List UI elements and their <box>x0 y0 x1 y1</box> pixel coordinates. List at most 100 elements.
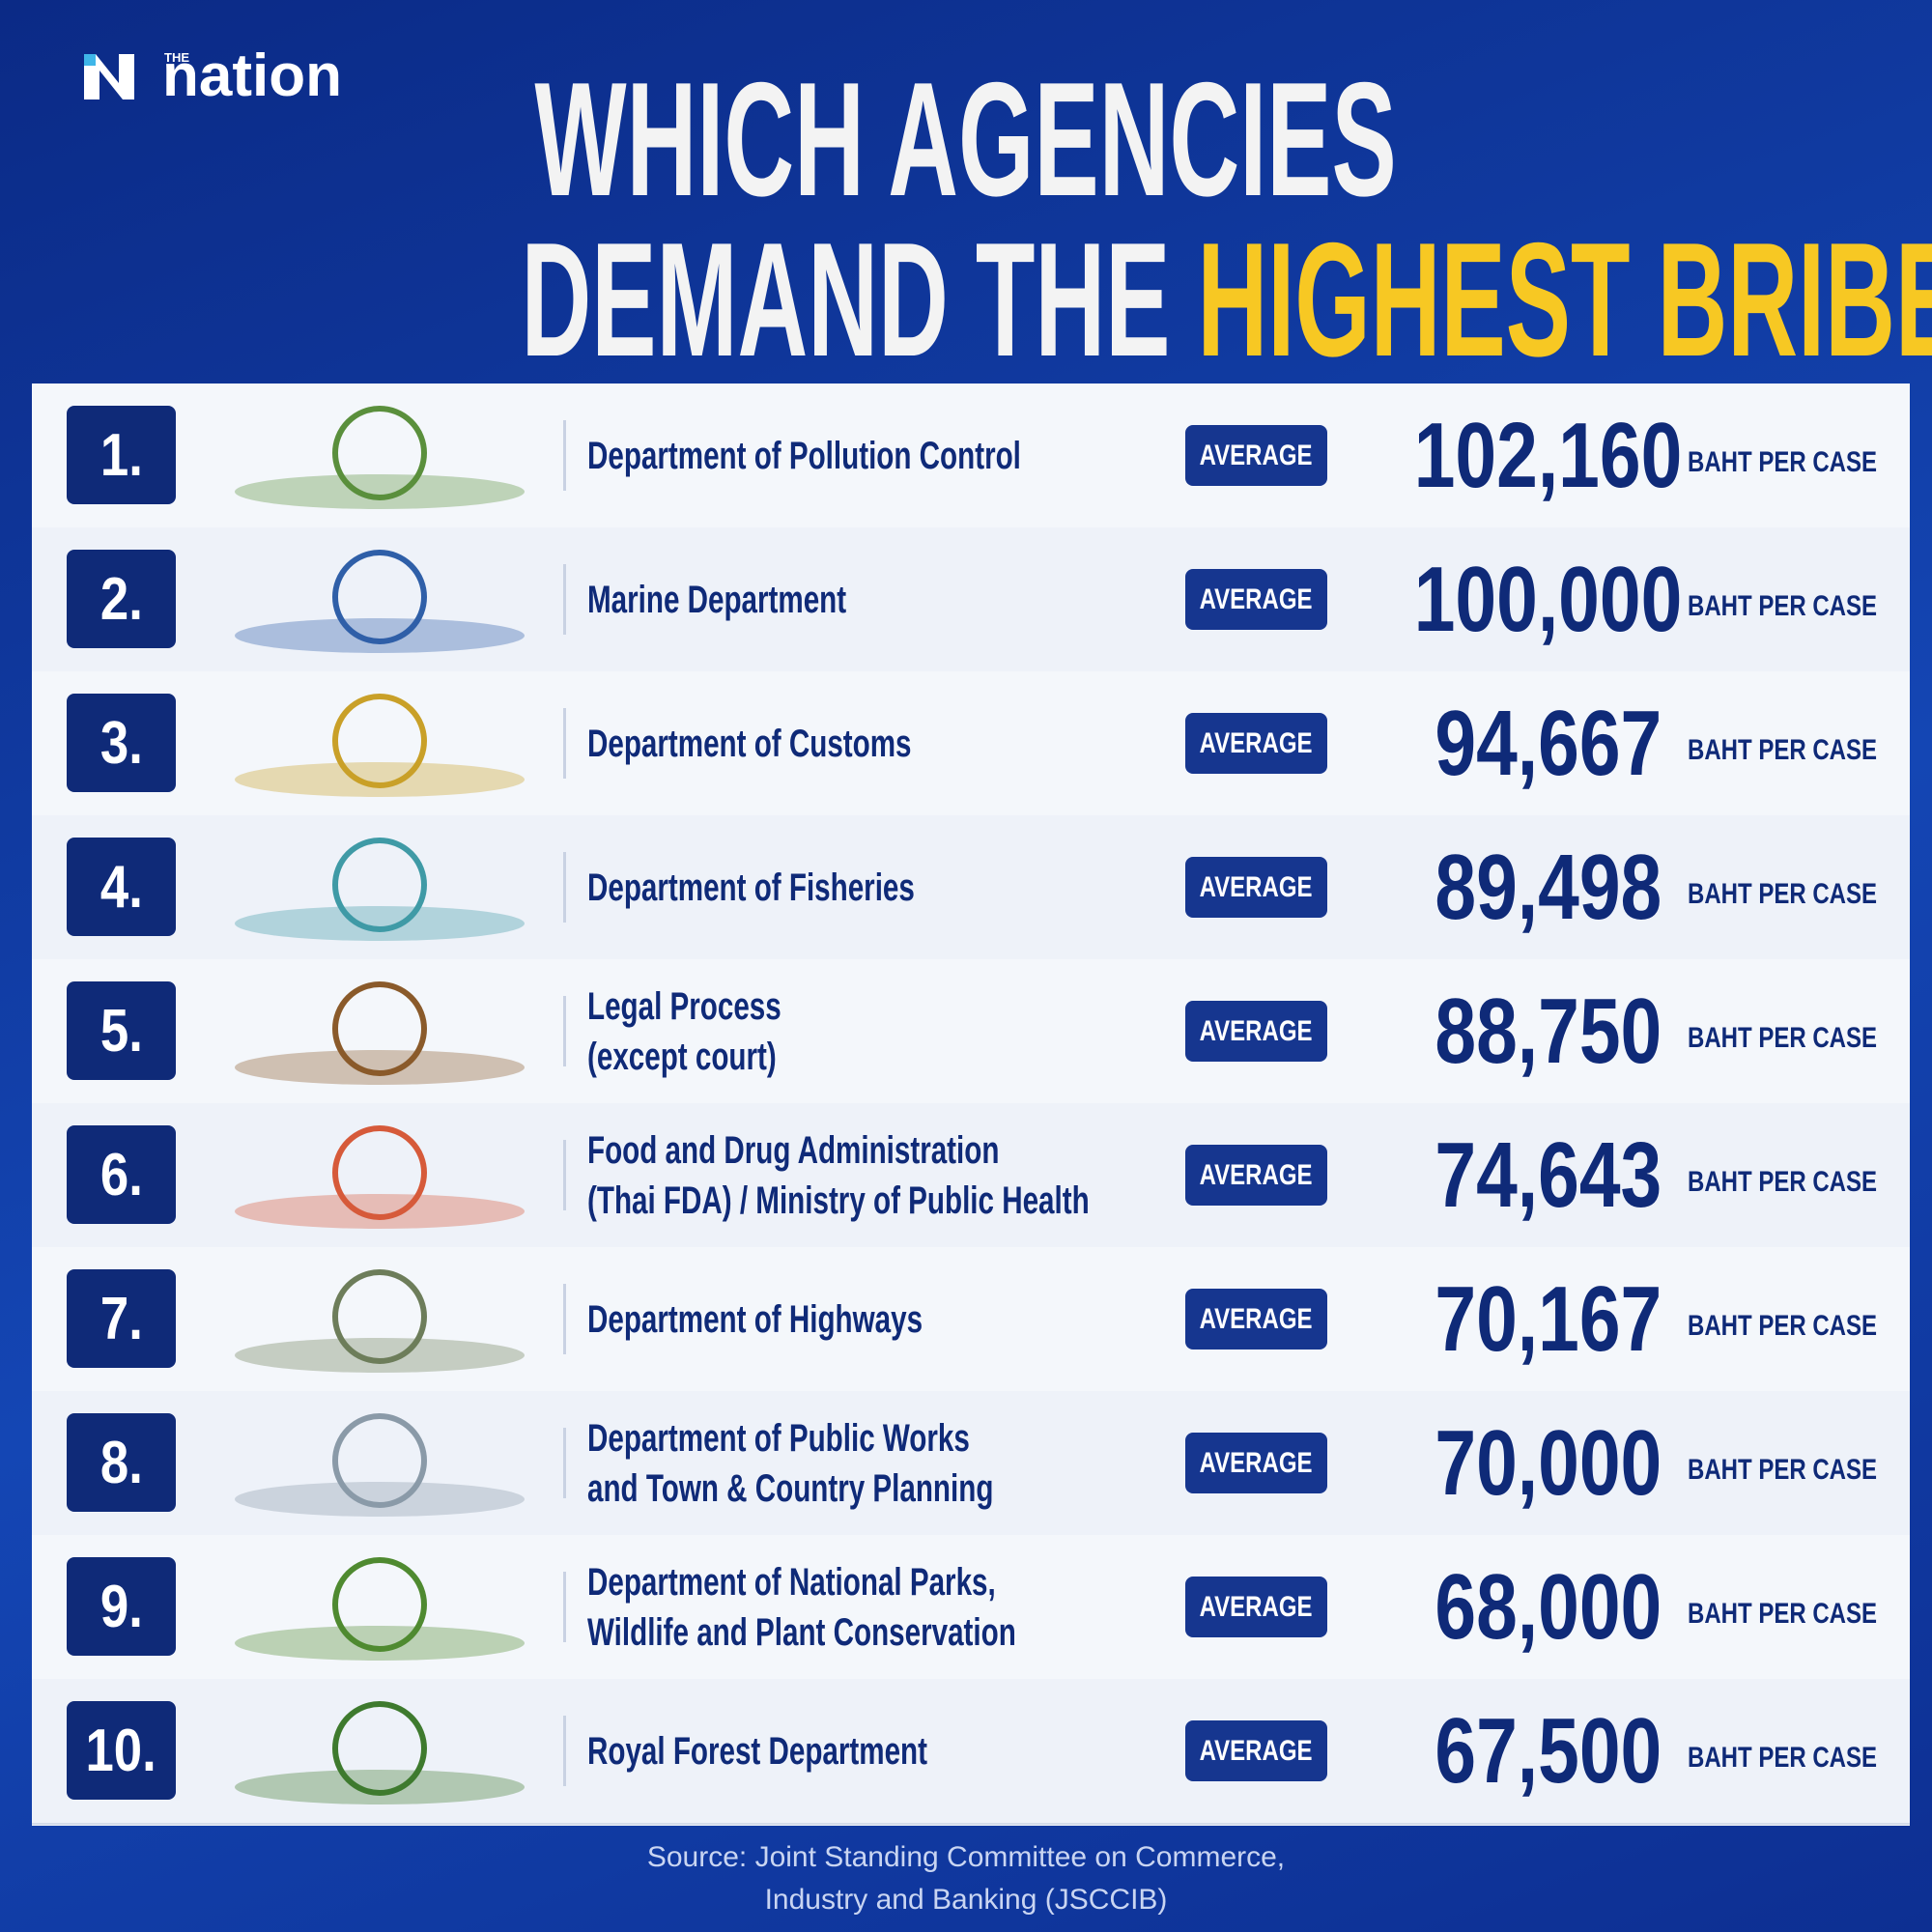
agency-name-line: Royal Forest Department <box>587 1726 1047 1776</box>
agency-name: Food and Drug Administration (Thai FDA) /… <box>587 1103 1265 1247</box>
illustration <box>235 1413 525 1517</box>
amount: 88,750 <box>1375 959 1722 1103</box>
agency-name-line: Wildlife and Plant Conservation <box>587 1607 1167 1658</box>
rank-badge-text: 5. <box>99 997 143 1065</box>
amount: 102,160 <box>1375 384 1722 527</box>
divider <box>563 708 566 779</box>
row: 9. Department of National Parks, Wildlife … <box>32 1535 1910 1681</box>
ground <box>235 762 525 797</box>
logo-main: nation <box>162 43 342 109</box>
illustration <box>235 694 525 797</box>
unit: BAHT PER CASE <box>1640 815 1877 959</box>
average-badge: AVERAGE <box>1185 1720 1327 1781</box>
ground <box>235 906 525 941</box>
illustration <box>235 1125 525 1229</box>
unit-text: BAHT PER CASE <box>1687 589 1877 622</box>
average-badge: AVERAGE <box>1185 1577 1327 1637</box>
agency-name-line-text: Marine Department <box>587 578 847 621</box>
rank-badge-text: 2. <box>99 565 143 633</box>
divider <box>563 420 566 491</box>
emblem <box>332 1269 427 1364</box>
amount-text: 100,000 <box>1414 547 1683 651</box>
rank-badge: 6. <box>67 1125 176 1224</box>
amount-text: 94,667 <box>1435 691 1662 795</box>
average-badge-text: AVERAGE <box>1200 870 1313 903</box>
row: 8. Department of Public Works and Town & C… <box>32 1391 1910 1537</box>
average-badge-text: AVERAGE <box>1200 1014 1313 1047</box>
rank-badge-text: 8. <box>99 1429 143 1496</box>
rank-badge: 9. <box>67 1557 176 1656</box>
agency-name-line-text: Department of Highways <box>587 1297 923 1341</box>
average-badge-text: AVERAGE <box>1200 1590 1313 1623</box>
average-badge: AVERAGE <box>1185 713 1327 774</box>
average-badge: AVERAGE <box>1185 857 1327 918</box>
row-illustration <box>215 683 544 809</box>
unit: BAHT PER CASE <box>1640 1391 1877 1535</box>
amount-text: 89,498 <box>1435 835 1662 939</box>
illustration <box>235 406 525 509</box>
rank-badge-text: 1. <box>99 421 143 489</box>
agency-name: Legal Process (except court) <box>587 959 849 1103</box>
logo-icon <box>84 54 134 99</box>
average-badge: AVERAGE <box>1185 1145 1327 1206</box>
unit-text: BAHT PER CASE <box>1687 1741 1877 1774</box>
title-highlight: HIGHEST BRIBES? <box>1197 209 1932 390</box>
unit: BAHT PER CASE <box>1640 1679 1877 1823</box>
agency-name-line-text: Department of Pollution Control <box>587 434 1021 477</box>
rank-badge-text: 9. <box>99 1573 143 1640</box>
title-line: WHICH AGENCIES <box>0 58 1932 220</box>
illustration <box>235 838 525 941</box>
emblem <box>332 838 427 932</box>
row: 3. Department of Customs AVERAGE 94,667 BAHT… <box>32 671 1910 817</box>
amount: 68,000 <box>1375 1535 1722 1679</box>
agency-name-line: Department of Customs <box>587 719 1025 769</box>
average-badge-text: AVERAGE <box>1200 439 1313 471</box>
illustration <box>235 1701 525 1804</box>
title-text: WHICH AGENCIES <box>534 48 1398 230</box>
rank-badge: 10. <box>67 1701 176 1800</box>
unit: BAHT PER CASE <box>1640 527 1877 671</box>
illustration <box>235 981 525 1085</box>
source-line: Industry and Banking (JSCCIB) <box>764 1884 1168 1916</box>
row: 10. Royal Forest Department AVERAGE 67,500 B… <box>32 1679 1910 1825</box>
row-illustration <box>215 971 544 1096</box>
title-line: DEMAND THE HIGHEST BRIBES? <box>0 218 1932 381</box>
row-illustration <box>215 1547 544 1672</box>
rank-badge: 7. <box>67 1269 176 1368</box>
divider <box>563 852 566 923</box>
unit-text: BAHT PER CASE <box>1687 1453 1877 1486</box>
row-illustration <box>215 1115 544 1240</box>
amount-text: 102,160 <box>1414 403 1683 507</box>
unit: BAHT PER CASE <box>1640 1103 1877 1247</box>
amount-text: 88,750 <box>1435 979 1662 1083</box>
unit: BAHT PER CASE <box>1640 959 1877 1103</box>
emblem <box>332 406 427 500</box>
divider <box>563 1572 566 1642</box>
agency-name-line: Department of Public Works <box>587 1413 1136 1463</box>
agency-name: Department of Customs <box>587 671 1025 815</box>
average-badge-text: AVERAGE <box>1200 1446 1313 1479</box>
row: 5. Legal Process (except court) AVERAGE 88,7… <box>32 959 1910 1105</box>
amount-text: 67,500 <box>1435 1698 1662 1803</box>
rank-badge: 1. <box>67 406 176 504</box>
rank-badge: 3. <box>67 694 176 792</box>
agency-name: Department of National Parks, Wildlife an… <box>587 1535 1167 1679</box>
agency-name-line-text: Legal Process <box>587 984 781 1028</box>
unit-text: BAHT PER CASE <box>1687 1021 1877 1054</box>
amount: 67,500 <box>1375 1679 1722 1823</box>
ground <box>235 618 525 653</box>
average-badge: AVERAGE <box>1185 1433 1327 1493</box>
ground <box>235 1194 525 1229</box>
row-illustration <box>215 1259 544 1384</box>
source-line: Source: Joint Standing Committee on Comm… <box>646 1841 1286 1873</box>
amount: 74,643 <box>1375 1103 1722 1247</box>
agency-name-line: Department of Highways <box>587 1294 1040 1345</box>
row: 1. Department of Pollution Control AVERAGE… <box>32 384 1910 529</box>
row: 7. Department of Highways AVERAGE 70,167 BAH… <box>32 1247 1910 1393</box>
amount: 89,498 <box>1375 815 1722 959</box>
average-badge: AVERAGE <box>1185 1289 1327 1350</box>
agency-name-line-text: Food and Drug Administration <box>587 1128 1000 1172</box>
row-illustration <box>215 539 544 665</box>
divider <box>563 564 566 635</box>
agency-name: Department of Public Works and Town & Cou… <box>587 1391 1136 1535</box>
